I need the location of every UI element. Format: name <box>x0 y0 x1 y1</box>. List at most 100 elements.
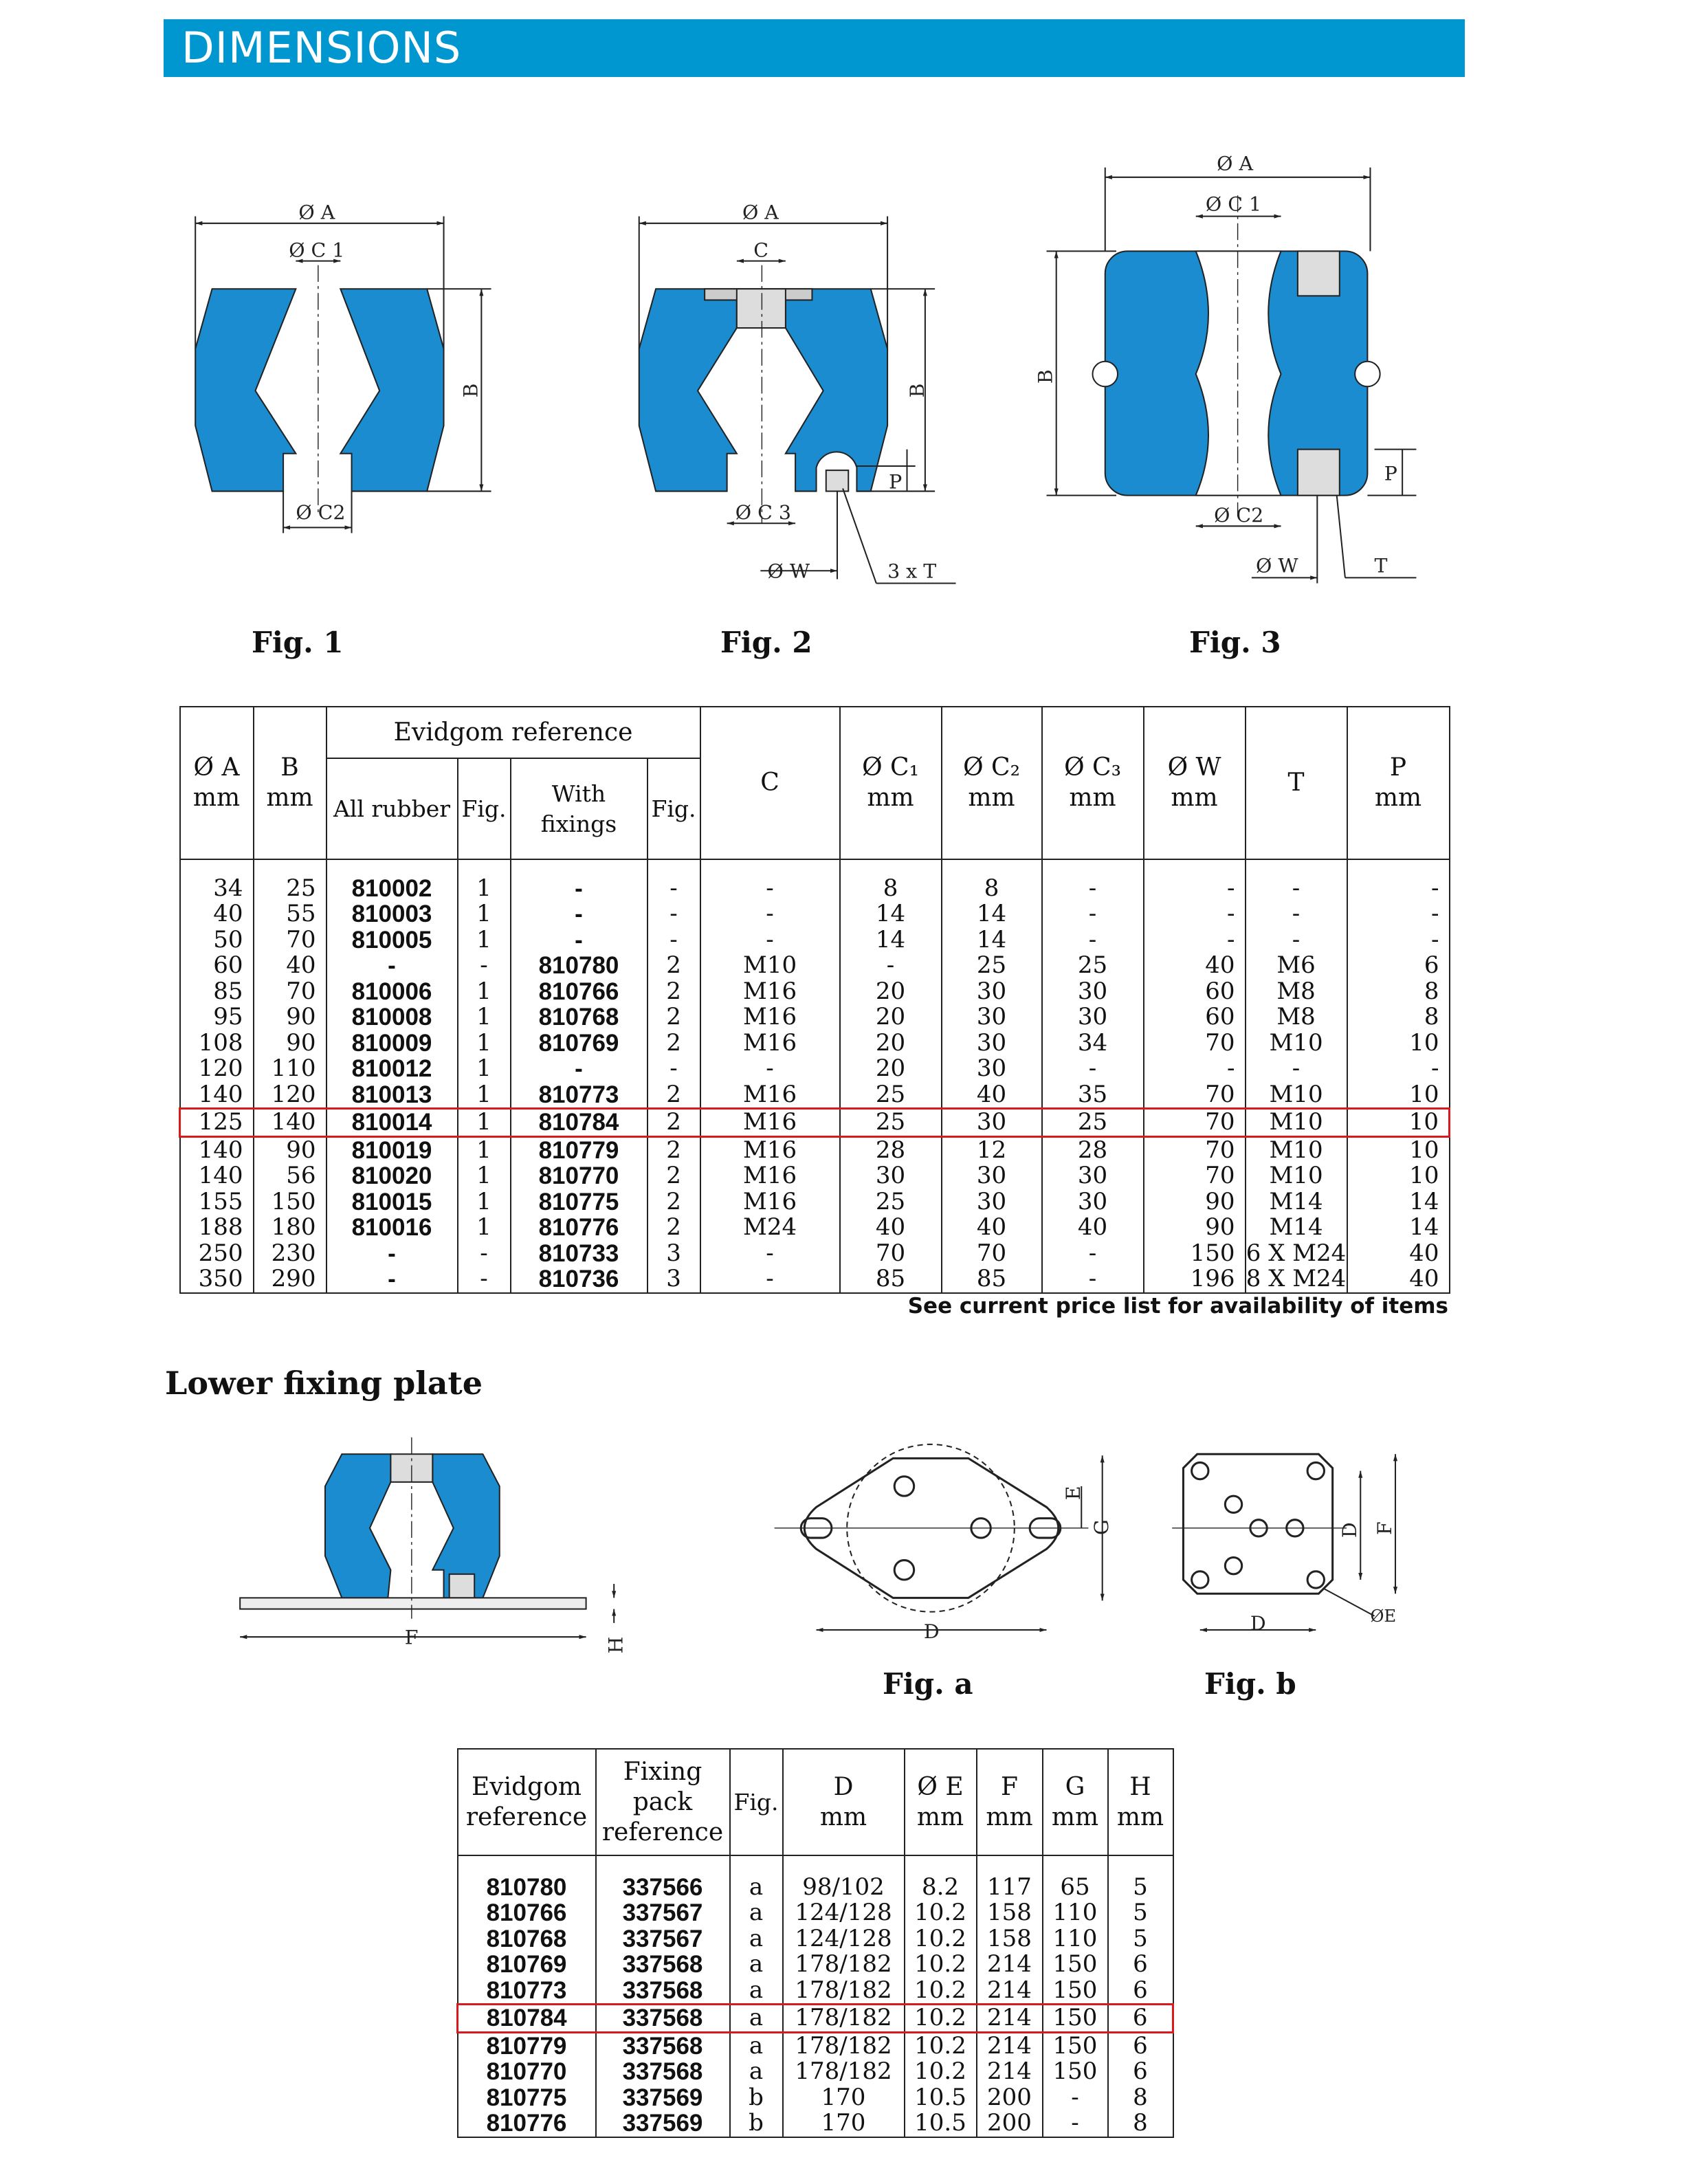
table-cell: b <box>729 2084 784 2110</box>
dim-label: Ø C 1 <box>1206 193 1261 216</box>
table-row: 810768 337567 a 124/128 10.2 158 110 5 <box>456 1926 1174 1952</box>
table-cell: 158 <box>975 1926 1043 1952</box>
table-cell: 20 <box>839 1055 942 1082</box>
table-cell: 810016 <box>325 1215 458 1241</box>
table-cell: 60 <box>179 952 254 979</box>
table-row: 40 55 810003 1- - -14 14- - - - <box>179 901 1450 927</box>
table-cell: 40 <box>1142 952 1246 979</box>
dim-label: Ø C2 <box>296 501 345 524</box>
table-cell: - <box>839 952 942 979</box>
table-cell: 1 <box>456 1162 511 1189</box>
table-cell: - <box>456 1240 511 1266</box>
table-cell: 70 <box>1142 1136 1246 1163</box>
table-cell: 170 <box>782 2110 905 2138</box>
table-cell: 2 <box>646 952 701 979</box>
table-cell: 90 <box>1142 1189 1246 1215</box>
table-cell: 810013 <box>325 1081 458 1109</box>
table-cell: 8 <box>1107 2084 1174 2110</box>
table-cell: - <box>1142 901 1246 927</box>
table-cell: 140 <box>179 1162 254 1189</box>
table-cell: 1 <box>456 1030 511 1056</box>
col-fig: Fig. <box>646 758 701 860</box>
table-cell: 810770 <box>509 1163 648 1189</box>
table-cell: 1 <box>456 1004 511 1030</box>
table-cell: 1 <box>456 859 511 901</box>
table-cell: 810770 <box>456 2059 597 2085</box>
col-c3: Ø C₃ mm <box>1041 706 1144 860</box>
table-cell: 6 <box>1346 952 1450 979</box>
table-cell: - <box>699 859 841 901</box>
col-fig: Fig. <box>456 758 511 860</box>
table-cell: 124/128 <box>782 1899 905 1926</box>
table-cell: 810736 <box>509 1266 648 1294</box>
table-row: 250 230- -810733 3-70 70-150 6 X M24 40 <box>179 1240 1450 1266</box>
table-cell: 124/128 <box>782 1926 905 1952</box>
table-cell: 810015 <box>325 1189 458 1215</box>
table-row: 810769 337568 a 178/182 10.2 214 150 6 <box>456 1951 1174 1978</box>
table-cell: 2 <box>646 1004 701 1030</box>
table-cell: 28 <box>1041 1136 1144 1163</box>
table-cell: - <box>325 1266 458 1294</box>
table-cell: 1 <box>456 1189 511 1215</box>
table-cell: 214 <box>975 2003 1043 2033</box>
dim-label: P <box>1384 462 1397 485</box>
dim-label: Ø C 1 <box>289 239 344 262</box>
table-cell: 25 <box>940 952 1043 979</box>
table-cell: a <box>729 1855 784 1900</box>
table-cell: 810766 <box>456 1900 597 1926</box>
table-cell: M6 <box>1244 952 1348 979</box>
table-cell: 810779 <box>456 2032 597 2059</box>
dim-label: H <box>604 1637 627 1654</box>
dim-label: C <box>753 239 768 262</box>
table-cell: 117 <box>975 1855 1043 1900</box>
table-cell: 337567 <box>595 1926 731 1952</box>
table-cell: 2 <box>646 1107 701 1138</box>
table-row-highlighted: 810784 337568 a 178/182 10.2 214 150 6 <box>456 2003 1174 2033</box>
table-cell: 5 <box>1107 1926 1174 1952</box>
table-cell: 120 <box>252 1081 327 1109</box>
table-cell: 3 <box>646 1240 701 1266</box>
dim-label: G <box>1090 1519 1113 1535</box>
table-cell: 10.2 <box>903 1977 977 2005</box>
table-cell: 214 <box>975 1951 1043 1978</box>
table-row-highlighted: 125 140 810014 1 810784 2 M16 25 30 25 70 M10 10 <box>179 1107 1451 1138</box>
table-cell: 10.2 <box>903 1899 977 1926</box>
table-cell: 90 <box>252 1136 327 1163</box>
table-cell: 50 <box>179 927 254 953</box>
table-cell: 1 <box>456 1107 511 1138</box>
table-cell: - <box>1244 859 1348 901</box>
table-cell: 30 <box>1041 1189 1144 1215</box>
table-cell: 90 <box>252 1004 327 1030</box>
table-cell: 810012 <box>325 1056 458 1082</box>
table-cell: - <box>646 927 701 953</box>
col-fixing-pack: Fixing pack reference <box>595 1748 731 1856</box>
table-cell: 2 <box>646 978 701 1004</box>
table-cell: 55 <box>252 901 327 927</box>
table-cell: 110 <box>252 1055 327 1082</box>
table-cell: - <box>699 1266 841 1294</box>
table-cell: 810002 <box>325 859 458 901</box>
table-cell: 337569 <box>595 2110 731 2138</box>
table-cell: 65 <box>1041 1855 1109 1900</box>
table-cell: 10 <box>1346 1081 1450 1109</box>
table-cell: M14 <box>1244 1189 1348 1215</box>
dim-label: Ø C2 <box>1214 504 1263 527</box>
table-cell: - <box>646 859 701 901</box>
table-cell: 70 <box>940 1240 1043 1266</box>
section-title-lower-fixing-plate: Lower fixing plate <box>165 1365 483 1402</box>
table-cell: 12 <box>940 1136 1043 1163</box>
col-all-rubber: All rubber <box>325 758 458 860</box>
table-cell: 10 <box>1346 1162 1450 1189</box>
table-cell: 140 <box>252 1107 327 1138</box>
table-cell: 8 <box>1346 978 1450 1004</box>
table-cell: 158 <box>975 1899 1043 1926</box>
table-cell: - <box>1244 901 1348 927</box>
table-cell: 188 <box>179 1214 254 1241</box>
table-row: 810773 337568 a 178/182 10.2 214 150 6 <box>456 1977 1174 2005</box>
table-cell: 810769 <box>509 1030 648 1056</box>
table-cell: 810003 <box>325 901 458 927</box>
table-cell: 14 <box>839 901 942 927</box>
table-cell: 1 <box>456 1214 511 1241</box>
